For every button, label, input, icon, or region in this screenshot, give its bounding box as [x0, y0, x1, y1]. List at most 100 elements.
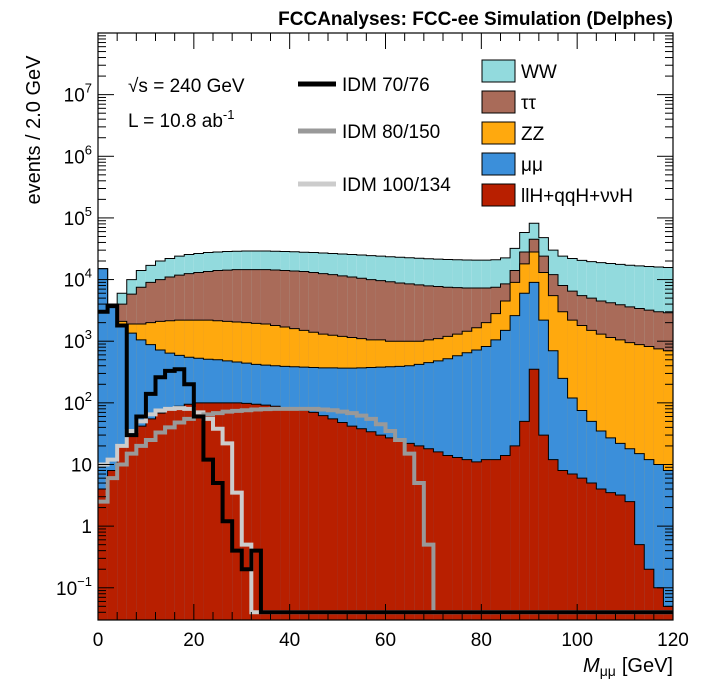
bar [232, 402, 242, 620]
legend-swatch [481, 59, 516, 83]
x-axis-title: Mμμ [GeV] [583, 655, 673, 679]
y-axis-title: events / 2.0 GeV [23, 55, 45, 205]
bar [385, 437, 396, 620]
bar [452, 457, 463, 620]
x-axis-title-var: M [583, 655, 600, 677]
legend-swatch [481, 121, 516, 145]
bar [625, 501, 635, 620]
y-tick-label: 105 [64, 204, 92, 230]
legend-entry-ττ: ττ [481, 90, 537, 114]
x-tick-label: 0 [93, 630, 104, 651]
bar [375, 435, 386, 620]
bar [653, 587, 664, 620]
bar [538, 435, 549, 620]
bar [337, 422, 348, 620]
bar [404, 443, 415, 620]
bar [433, 451, 443, 620]
bar [308, 412, 319, 620]
bar [615, 494, 626, 620]
bar [634, 453, 645, 620]
bar [634, 544, 645, 620]
energy-value: = 240 GeV [148, 76, 245, 97]
x-tick-label: 40 [279, 630, 300, 651]
legend-label: ZZ [521, 124, 545, 145]
energy-annotation: √s = 240 GeV [128, 76, 245, 97]
bar [423, 448, 434, 620]
x-tick-label: 60 [375, 630, 396, 651]
bar [270, 406, 281, 620]
legend-entry-μμ: μμ [481, 152, 543, 176]
luminosity-annotation: L = 10.8 ab-1 [128, 107, 234, 132]
bar [529, 369, 539, 620]
legend-entry-IDM 70/76: IDM 70/76 [298, 75, 430, 96]
bar [203, 402, 213, 620]
bar [136, 426, 146, 620]
bar [500, 455, 511, 620]
series-outline [97, 268, 674, 620]
bar [107, 470, 118, 620]
legend-label: llH+qqH+ννH [521, 186, 633, 207]
bar [443, 455, 453, 620]
bar [222, 402, 233, 620]
bar [605, 492, 616, 620]
bar [126, 435, 137, 620]
legend-label: ττ [521, 93, 537, 114]
y-tick-label: 104 [64, 266, 92, 292]
luminosity-value: L = 10.8 ab [128, 111, 223, 132]
x-tick-label: 80 [471, 630, 492, 651]
series-outline [97, 238, 674, 620]
legend-label: WW [521, 62, 557, 83]
legend-entry-IDM 100/134: IDM 100/134 [298, 175, 451, 196]
luminosity-exponent: -1 [223, 107, 235, 122]
signal-IDM 70/76 [98, 303, 673, 615]
bar [193, 402, 204, 620]
bar [462, 459, 472, 620]
y-tick-label: 102 [64, 389, 92, 415]
axis-ticks: 0 20 40 60 80 100 120 10−1 1 10 102 103 104 105 106 107 [56, 32, 689, 651]
series-outline [97, 222, 674, 620]
chart-title: FCCAnalyses: FCC-ee Simulation (Delphes) [278, 9, 673, 30]
legend-label: IDM 100/134 [342, 175, 451, 196]
legend-label: IDM 70/76 [342, 75, 430, 96]
x-axis-title-sub: μμ [600, 663, 616, 679]
bar [107, 307, 118, 620]
y-tick-label: 10−1 [56, 574, 92, 600]
x-axis-title-unit: [GeV] [622, 655, 673, 677]
bar [184, 404, 194, 620]
legend-backgrounds: WW ττ ZZ μμ llH+qqH+ννH [481, 59, 633, 207]
x-tick-label: 20 [183, 630, 204, 651]
bar [241, 403, 252, 620]
stacked-histogram [97, 222, 674, 621]
bar [328, 418, 338, 620]
bar [98, 268, 108, 620]
bar [289, 408, 300, 620]
bar [145, 418, 156, 620]
bar [510, 445, 520, 620]
y-tick-label: 106 [64, 142, 92, 168]
bar [213, 402, 223, 620]
bar [490, 459, 501, 620]
legend-signals: IDM 70/76 IDM 80/150 IDM 100/134 [298, 75, 451, 196]
x-tick-label: 120 [657, 630, 689, 651]
bar [663, 470, 673, 620]
bar [260, 405, 271, 620]
sqrt-s-symbol: √s [128, 76, 148, 97]
bar [165, 408, 175, 620]
bar [558, 470, 568, 620]
series-llH+qqH+ννH [97, 368, 674, 620]
bar [347, 426, 357, 620]
series-outline [97, 251, 674, 620]
bar [471, 461, 482, 620]
bar [117, 445, 127, 620]
y-tick-label: 107 [64, 81, 92, 107]
bar [644, 459, 654, 620]
bar [395, 441, 405, 620]
bar [251, 404, 261, 620]
bar [577, 478, 587, 620]
y-tick-label: 10 [71, 455, 92, 476]
bar [596, 489, 606, 620]
bar [644, 569, 654, 620]
legend-swatch [481, 152, 516, 176]
bar [174, 406, 185, 620]
